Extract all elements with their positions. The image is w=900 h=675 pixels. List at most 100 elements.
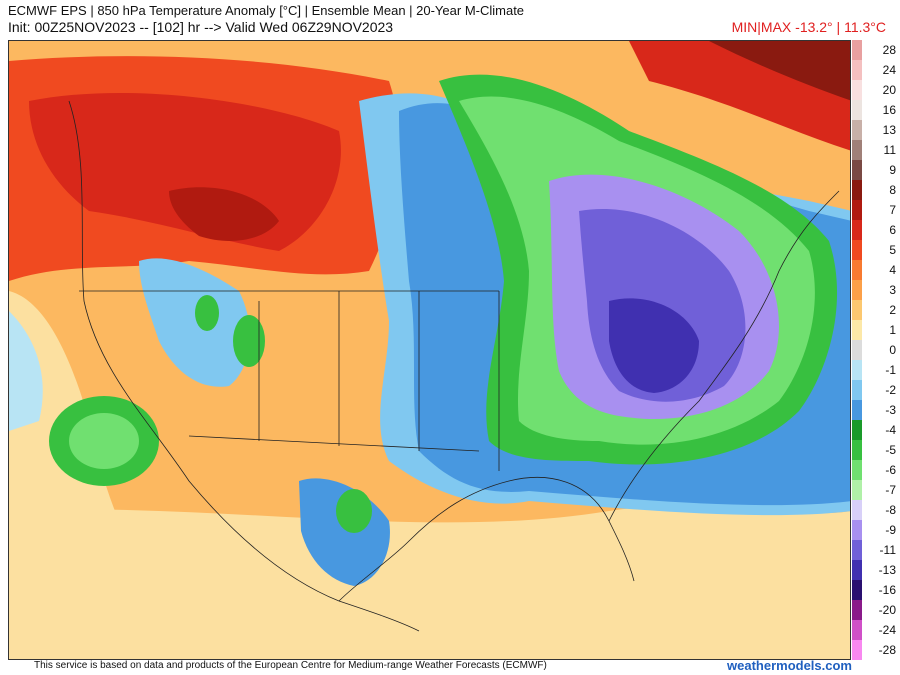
legend-label: 0 [889, 343, 896, 357]
legend-swatch [852, 580, 862, 600]
southwest-green-spot-2 [233, 315, 265, 367]
legend-label: 6 [889, 223, 896, 237]
temperature-anomaly-map [8, 40, 851, 660]
legend-label: 11 [883, 143, 896, 157]
legend-level: 8 [852, 180, 898, 200]
legend-swatch [852, 320, 862, 340]
us-mexico-border [188, 435, 480, 452]
coastlines-borders [68, 100, 840, 632]
legend-label: -4 [885, 423, 896, 437]
legend-level: 13 [852, 120, 898, 140]
min-max-readout: MIN|MAX -13.2° | 11.3°C [731, 19, 886, 35]
legend-label: -1 [885, 363, 896, 377]
legend-swatch [852, 420, 862, 440]
southwest-cool-pocket [139, 258, 250, 387]
color-scale-legend: 28 24 20 16 13 11 9 8 7 6 5 4 3 2 1 0 -1 -2 -3 -4 -5 -6 -7 -8 -9… [852, 40, 898, 660]
pacific-green-blob-core [69, 413, 139, 469]
legend-label: -9 [885, 523, 896, 537]
ecmwf-notice: This service is based on data and produc… [34, 660, 547, 671]
legend-level: 11 [852, 140, 898, 160]
state-lines [258, 291, 500, 471]
pacific-cool-streak [9, 311, 43, 431]
legend-level: 7 [852, 200, 898, 220]
legend-swatch [852, 620, 862, 640]
legend-swatch [852, 560, 862, 580]
legend-level: -1 [852, 360, 898, 380]
legend-swatch [852, 280, 862, 300]
legend-label: -5 [885, 443, 896, 457]
legend-label: 8 [889, 183, 896, 197]
init-valid-time: Init: 00Z25NOV2023 -- [102] hr --> Valid… [8, 19, 394, 35]
legend-swatch [852, 160, 862, 180]
west-coastline [68, 100, 420, 632]
legend-level: -11 [852, 540, 898, 560]
legend-level: -3 [852, 400, 898, 420]
legend-level: 3 [852, 280, 898, 300]
legend-swatch [852, 300, 862, 320]
southern-pale-area [9, 506, 850, 659]
legend-swatch [852, 240, 862, 260]
legend-swatch [852, 40, 862, 60]
legend-swatch [852, 340, 862, 360]
legend-swatch [852, 540, 862, 560]
legend-swatch [852, 180, 862, 200]
legend-level: 24 [852, 60, 898, 80]
legend-level: 9 [852, 160, 898, 180]
legend-level: -7 [852, 480, 898, 500]
legend-level: -13 [852, 560, 898, 580]
legend-level: -9 [852, 520, 898, 540]
legend-swatch [852, 440, 862, 460]
cold-core-deep-purple [609, 298, 699, 393]
legend-swatch [852, 380, 862, 400]
legend-label: 20 [882, 83, 896, 97]
legend-swatch [852, 360, 862, 380]
legend-label: -7 [885, 483, 896, 497]
legend-label: -16 [878, 583, 896, 597]
legend-swatch [852, 480, 862, 500]
northeast-warm-core [709, 41, 850, 101]
mexico-green-spot [336, 489, 372, 533]
map-title: ECMWF EPS | 850 hPa Temperature Anomaly … [8, 3, 525, 18]
legend-label: -11 [879, 543, 896, 557]
legend-level: -6 [852, 460, 898, 480]
pacific-pale-area [9, 291, 208, 659]
legend-swatch [852, 520, 862, 540]
northwest-hot-core [169, 187, 279, 241]
legend-swatch [852, 80, 862, 100]
legend-swatch [852, 500, 862, 520]
legend-label: -6 [885, 463, 896, 477]
legend-level: 1 [852, 320, 898, 340]
legend-label: 4 [889, 263, 896, 277]
legend-label: 7 [889, 203, 896, 217]
legend-swatch [852, 600, 862, 620]
legend-swatch [852, 260, 862, 280]
legend-level: 4 [852, 260, 898, 280]
legend-swatch [852, 220, 862, 240]
legend-level: 0 [852, 340, 898, 360]
legend-level: -8 [852, 500, 898, 520]
legend-label: -2 [885, 383, 896, 397]
brand-link[interactable]: weathermodels.com [727, 658, 852, 673]
legend-level: -20 [852, 600, 898, 620]
legend-swatch [852, 140, 862, 160]
legend-label: -20 [878, 603, 896, 617]
legend-label: 16 [882, 103, 896, 117]
legend-label: -8 [885, 503, 896, 517]
legend-level: -28 [852, 640, 898, 660]
legend-swatch [852, 400, 862, 420]
legend-swatch [852, 460, 862, 480]
legend-label: 3 [889, 283, 896, 297]
legend-swatch [852, 100, 862, 120]
legend-label: 28 [882, 43, 896, 57]
legend-label: -28 [878, 643, 896, 657]
legend-swatch [852, 200, 862, 220]
map-canvas [9, 41, 850, 659]
legend-level: -2 [852, 380, 898, 400]
legend-swatch [852, 640, 862, 660]
legend-level: -24 [852, 620, 898, 640]
legend-label: -24 [878, 623, 896, 637]
legend-label: -13 [878, 563, 896, 577]
legend-level: 16 [852, 100, 898, 120]
gulf-coastline [338, 477, 635, 602]
legend-level: -4 [852, 420, 898, 440]
